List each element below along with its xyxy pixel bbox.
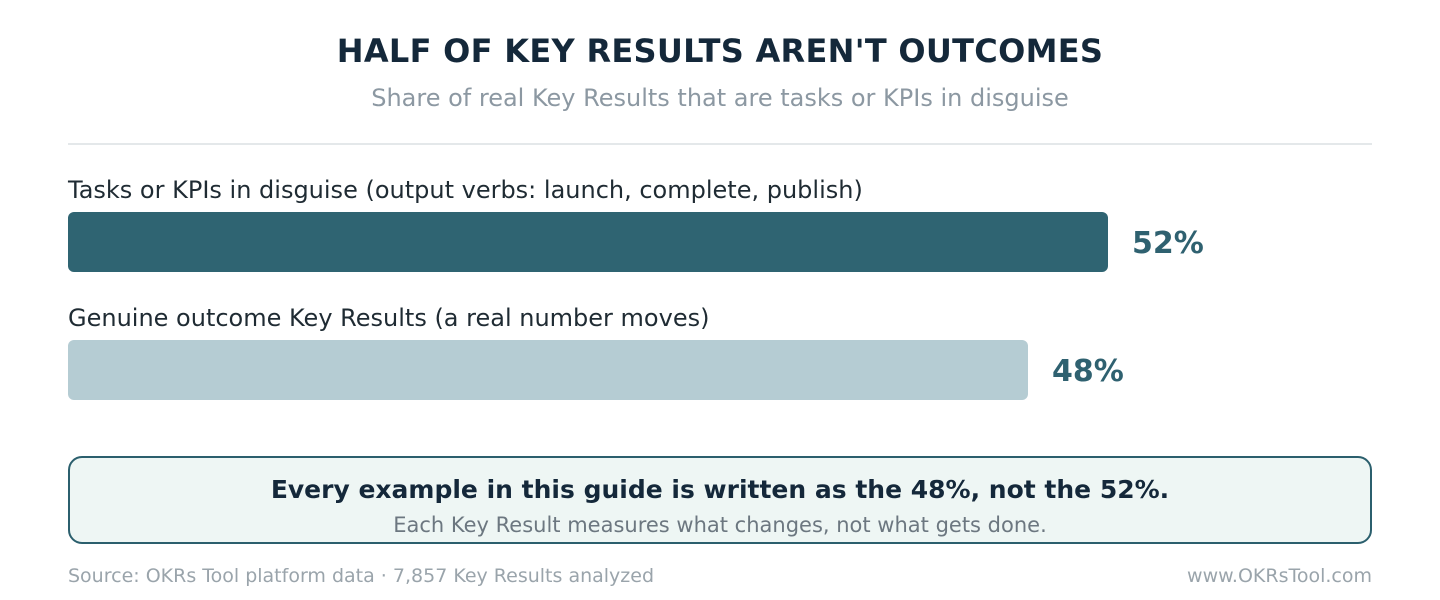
bar-outcomes xyxy=(68,340,1028,400)
callout-headline: Every example in this guide is written a… xyxy=(270,475,1170,504)
title-divider xyxy=(68,143,1372,145)
source-note: Source: OKRs Tool platform data · 7,857 … xyxy=(68,565,655,587)
callout-subline: Each Key Result measures what changes, n… xyxy=(393,513,1047,537)
bar-label-tasks: Tasks or KPIs in disguise (output verbs:… xyxy=(68,176,863,204)
chart-subtitle: Share of real Key Results that are tasks… xyxy=(371,84,1069,112)
bar-value-outcomes: 48% xyxy=(1052,354,1124,389)
website-link[interactable]: www.OKRsTool.com xyxy=(1187,565,1372,587)
chart-title: HALF OF KEY RESULTS AREN'T OUTCOMES xyxy=(336,32,1104,70)
bar-label-outcomes: Genuine outcome Key Results (a real numb… xyxy=(68,304,710,332)
bar-tasks xyxy=(68,212,1108,272)
bar-value-tasks: 52% xyxy=(1132,226,1204,261)
callout-box: Every example in this guide is written a… xyxy=(68,456,1372,544)
